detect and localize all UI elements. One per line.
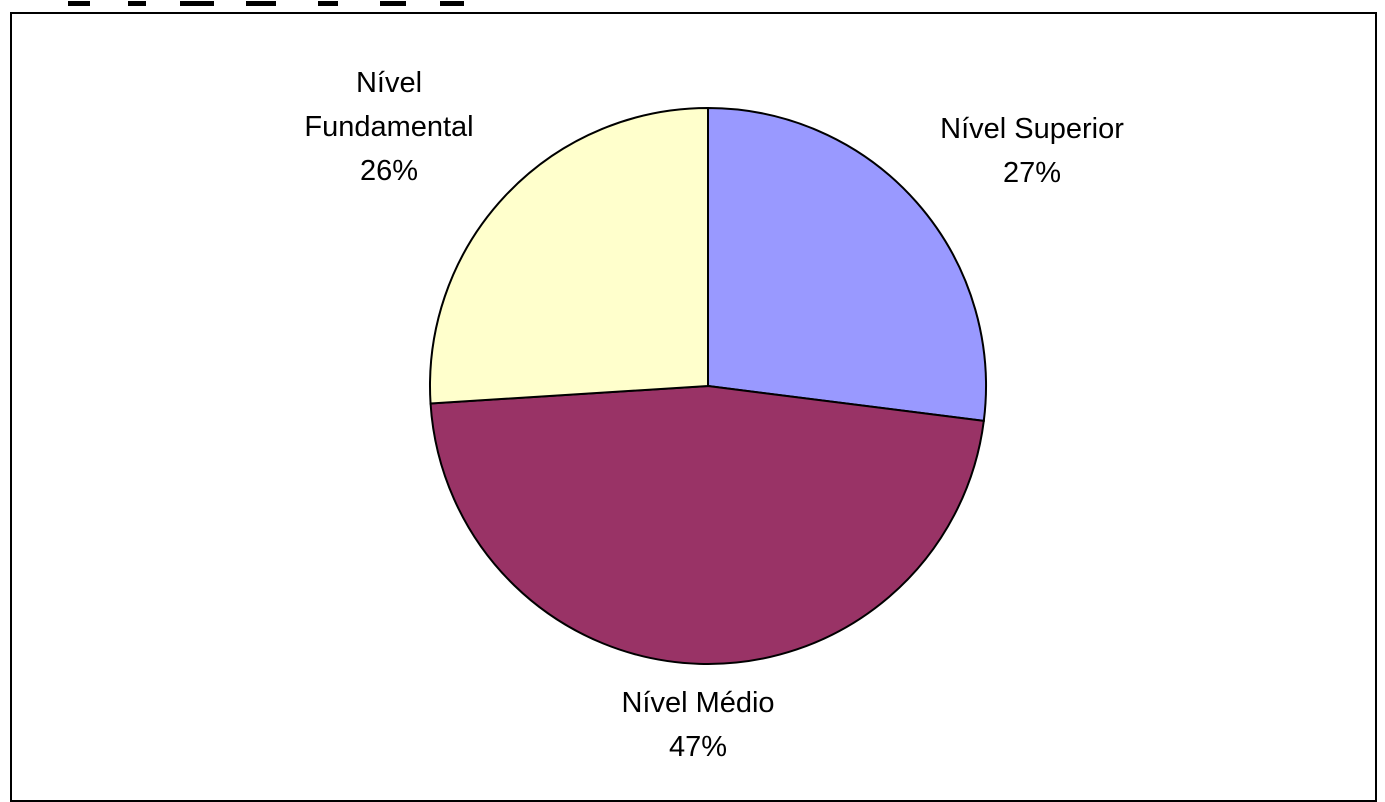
slice-percent-2: 26% <box>360 155 418 187</box>
pie-slice-0 <box>707 106 987 422</box>
pie-slice-2 <box>429 106 709 405</box>
slice-name-1: Nível Médio <box>621 687 774 719</box>
slice-name-0: Nível Superior <box>940 113 1124 145</box>
slice-label-0: Nível Superior 27% <box>940 113 1124 189</box>
slice-percent-0: 27% <box>1003 157 1061 189</box>
slice-label-1: Nível Médio 47% <box>621 687 774 763</box>
slice-name-2: Nível <box>356 67 422 99</box>
slice-name-2: Fundamental <box>304 111 473 143</box>
slice-percent-1: 47% <box>669 731 727 763</box>
pie-slice-1 <box>429 384 985 665</box>
slice-label-2: Nível Fundamental 26% <box>304 67 473 187</box>
cropped-title-fragment <box>0 0 1385 8</box>
